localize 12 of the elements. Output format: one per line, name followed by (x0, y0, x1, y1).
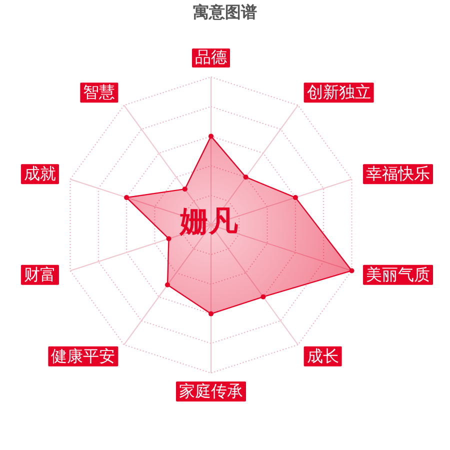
spoke-label: 成长 (306, 347, 339, 366)
chart-title: 寓意图谱 (193, 2, 257, 22)
text: 姗凡 (179, 206, 238, 238)
spoke-label: 健康平安 (51, 347, 116, 366)
spoke-label: 家庭传承 (179, 382, 243, 400)
spoke-label: 品德 (195, 50, 227, 66)
spoke-label: 创新独立 (306, 84, 371, 102)
spoke-label: 成就 (24, 165, 56, 184)
spoke-label: 幸福快乐 (366, 165, 430, 184)
spoke-label: 智慧 (83, 84, 116, 102)
spoke-label: 美丽气质 (366, 266, 430, 284)
spoke-label: 财富 (24, 266, 56, 284)
